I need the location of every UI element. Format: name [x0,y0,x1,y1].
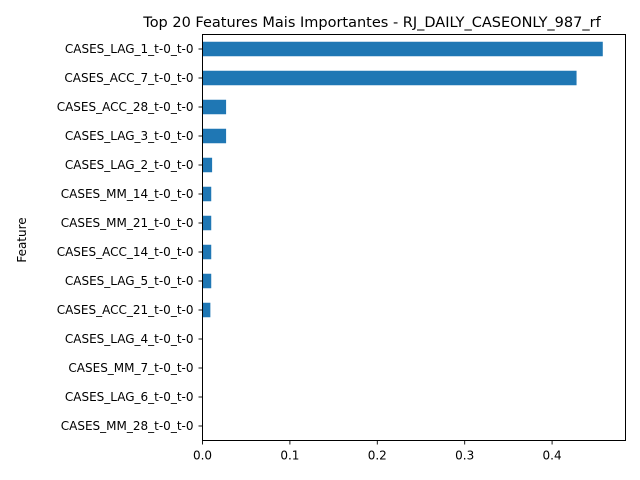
bar [202,70,577,86]
x-tick-label: 0.4 [543,449,562,463]
y-tick-label: CASES_LAG_6_t-0_t-0 [65,390,194,404]
bar [202,273,212,289]
x-tick-label: 0.1 [280,449,299,463]
x-tick-label: 0.0 [193,449,212,463]
x-tick-label: 0.2 [368,449,387,463]
y-tick-label: CASES_ACC_14_t-0_t-0 [57,245,194,259]
y-tick-label: CASES_MM_7_t-0_t-0 [68,361,193,375]
y-axis-label: Feature [15,217,29,262]
bar [202,302,211,318]
chart-title: Top 20 Features Mais Importantes - RJ_DA… [142,15,601,31]
y-tick-label: CASES_MM_21_t-0_t-0 [61,216,194,230]
bar [202,215,212,231]
x-tick-label: 0.3 [455,449,474,463]
y-tick-label: CASES_ACC_7_t-0_t-0 [64,71,193,85]
bar [202,186,212,202]
bars-group [202,41,603,434]
bar [202,157,213,173]
y-tick-label: CASES_ACC_21_t-0_t-0 [57,303,194,317]
y-tick-label: CASES_ACC_28_t-0_t-0 [57,100,194,114]
y-tick-label: CASES_LAG_5_t-0_t-0 [65,274,194,288]
y-tick-label: CASES_LAG_2_t-0_t-0 [65,158,194,172]
y-tick-label: CASES_MM_28_t-0_t-0 [61,419,194,433]
bar [202,99,227,115]
bar [202,41,603,57]
x-ticks-group: 0.0 0.1 0.2 0.3 0.4 [193,440,562,463]
y-tick-label: CASES_LAG_3_t-0_t-0 [65,129,194,143]
bar [202,244,212,260]
y-tick-label: CASES_LAG_1_t-0_t-0 [65,42,194,56]
y-ticks-group: CASES_LAG_1_t-0_t-0 CASES_ACC_7_t-0_t-0 CA… [57,42,203,433]
plot-frame [202,34,626,441]
y-tick-label: CASES_LAG_4_t-0_t-0 [65,332,194,346]
bar [202,128,227,144]
y-tick-label: CASES_MM_14_t-0_t-0 [61,187,194,201]
